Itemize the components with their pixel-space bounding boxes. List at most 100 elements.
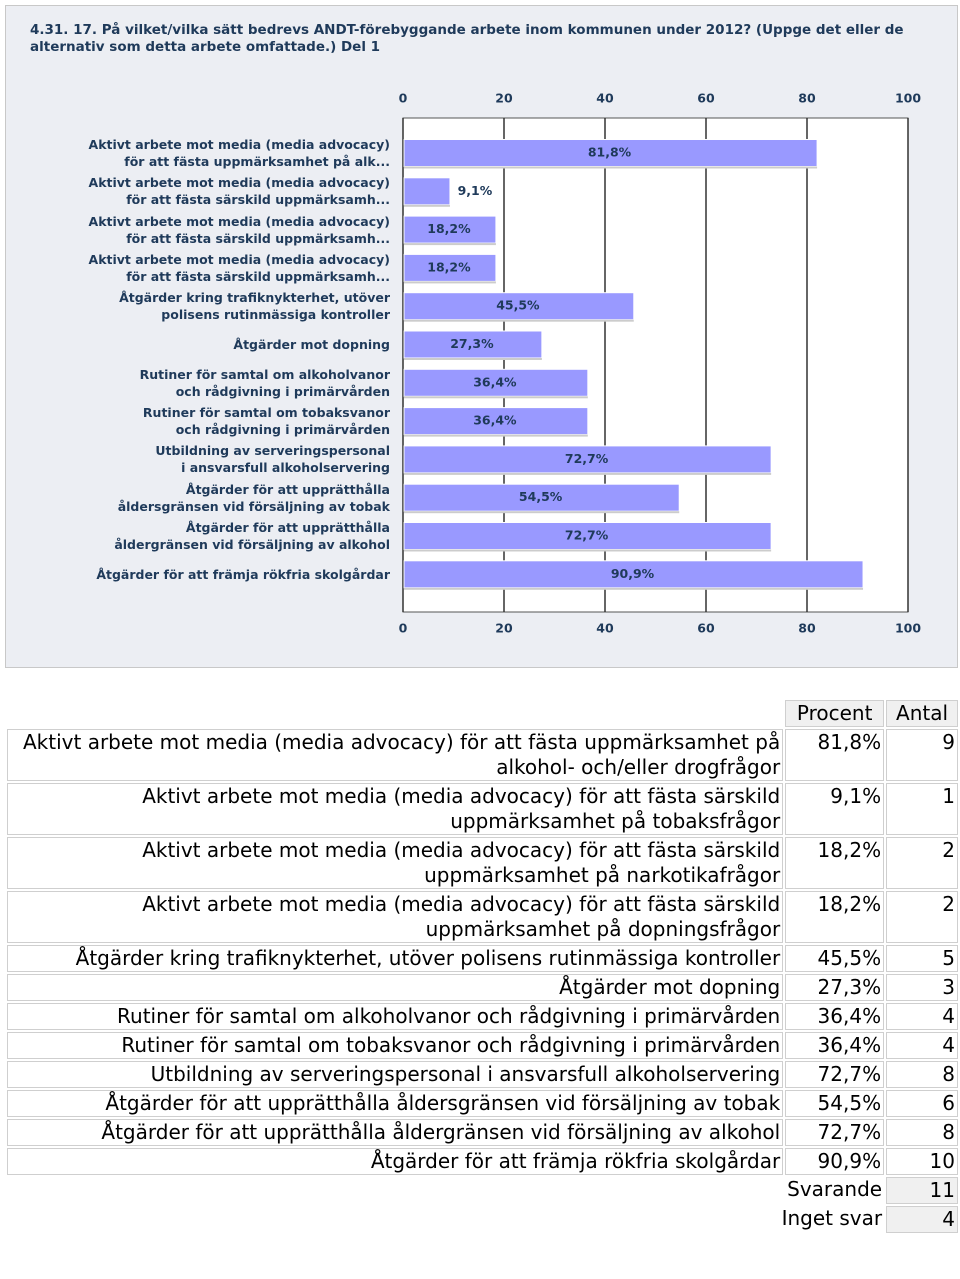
percent-cell: 54,5%: [785, 1090, 885, 1117]
table-row: Utbildning av serveringspersonal i ansva…: [7, 1061, 958, 1088]
row-label: Åtgärder för att upprätthålla åldersgrän…: [7, 1090, 784, 1117]
value-label: 27,3%: [450, 336, 494, 351]
value-label: 81,8%: [588, 145, 632, 160]
percent-cell: 36,4%: [785, 1003, 885, 1030]
count-cell: 10: [886, 1148, 958, 1175]
count-cell: 8: [886, 1061, 958, 1088]
category-label: Rutiner för samtal om tobaksvanor och rå…: [142, 405, 390, 438]
bar-shadow: [404, 434, 588, 437]
row-label: Aktivt arbete mot media (media advocacy)…: [7, 783, 784, 835]
table-row: Aktivt arbete mot media (media advocacy)…: [7, 891, 958, 943]
row-label: Åtgärder kring trafiknykterhet, utöver p…: [7, 945, 784, 972]
value-label: 36,4%: [473, 413, 517, 428]
x-tick-label: 40: [596, 91, 614, 106]
value-label: 18,2%: [427, 221, 471, 236]
footer-count: 4: [886, 1206, 958, 1233]
count-cell: 5: [886, 945, 958, 972]
table-row: Åtgärder för att upprätthålla åldergräns…: [7, 1119, 958, 1146]
table-row: Rutiner för samtal om tobaksvanor och rå…: [7, 1032, 958, 1059]
category-label: Utbildning av serveringspersonal i ansva…: [155, 443, 390, 476]
percent-cell: 81,8%: [785, 729, 885, 781]
category-label: Aktivt arbete mot media (media advocacy)…: [88, 251, 390, 284]
bar-shadow: [404, 204, 450, 207]
value-label: 72,7%: [565, 451, 609, 466]
category-label: Rutiner för samtal om alkoholvanor och r…: [139, 366, 390, 399]
category-label: Aktivt arbete mot media (media advocacy)…: [88, 175, 390, 208]
bar-shadow: [404, 319, 634, 322]
category-label: Åtgärder mot dopning: [233, 337, 390, 352]
x-tick-label: 40: [596, 621, 614, 636]
bar-shadow: [404, 472, 772, 475]
value-label: 18,2%: [427, 259, 471, 274]
row-label: Utbildning av serveringspersonal i ansva…: [7, 1061, 784, 1088]
table-row: Åtgärder för att främja rökfria skolgård…: [7, 1148, 958, 1175]
x-tick-label: 100: [895, 91, 921, 106]
x-tick-label: 20: [495, 621, 513, 636]
value-label: 72,7%: [565, 528, 609, 543]
header-row: Procent Antal: [7, 700, 958, 727]
x-tick-label: 0: [399, 91, 408, 106]
header-cell: Procent: [785, 700, 885, 727]
bar: [403, 330, 543, 359]
x-tick-label: 20: [495, 91, 513, 106]
row-label: Åtgärder mot dopning: [7, 974, 784, 1001]
percent-cell: 18,2%: [785, 891, 885, 943]
chart: 0 0 20 20 40 40 60 60 80 80 100 100 81,8% 9,1% 18,2% 18…: [399, 91, 922, 636]
value-label: 36,4%: [473, 374, 517, 389]
chart-title: 4.31. 17. På vilket/vilka sätt bedrevs A…: [30, 22, 904, 55]
count-cell: 9: [886, 729, 958, 781]
x-tick-label: 0: [399, 621, 408, 636]
percent-cell: 90,9%: [785, 1148, 885, 1175]
bar: [403, 407, 589, 436]
footer-count: 11: [886, 1177, 958, 1204]
bar: [403, 368, 589, 397]
count-cell: 6: [886, 1090, 958, 1117]
table-row: Aktivt arbete mot media (media advocacy)…: [7, 729, 958, 781]
spacer: [7, 700, 783, 727]
bar-shadow: [404, 281, 496, 284]
category-label: Aktivt arbete mot media (media advocacy)…: [88, 137, 390, 169]
count-cell: 4: [886, 1003, 958, 1030]
bar-shadow: [404, 549, 772, 552]
bar: [403, 445, 772, 474]
count-cell: 8: [886, 1119, 958, 1146]
bar-shadow: [404, 358, 542, 360]
table-row: Åtgärder mot dopning 27,3% 3: [7, 974, 958, 1001]
count-cell: 3: [886, 974, 958, 1001]
bar: [403, 483, 680, 512]
bar: [403, 177, 451, 206]
table-row: Aktivt arbete mot media (media advocacy)…: [7, 783, 958, 835]
footer-label: Svarande: [787, 1177, 883, 1201]
x-tick-label: 60: [697, 91, 715, 106]
percent-cell: 36,4%: [785, 1032, 885, 1059]
row-label: Aktivt arbete mot media (media advocacy)…: [7, 891, 784, 943]
value-label: 9,1%: [458, 183, 493, 198]
value-label: 45,5%: [496, 298, 540, 313]
header-cell: Antal: [886, 700, 958, 727]
percent-cell: 72,7%: [785, 1119, 885, 1146]
percent-cell: 45,5%: [785, 945, 885, 972]
bar-shadow: [404, 511, 680, 514]
data-table: Procent Antal Aktivt arbete mot media (med…: [5, 698, 960, 1235]
percent-cell: 18,2%: [785, 837, 885, 889]
bar-shadow: [404, 166, 818, 169]
bar: [403, 253, 497, 282]
x-tick-label: 80: [798, 91, 816, 106]
footer-row: Svarande 11: [7, 1177, 958, 1204]
count-cell: 2: [886, 891, 958, 943]
table-row: Rutiner för samtal om alkoholvanor och r…: [7, 1003, 958, 1030]
category-label: Åtgärder kring trafiknykterhet, utöver p…: [119, 290, 390, 323]
category-label: Åtgärder för att främja rökfria skolgård…: [96, 566, 390, 582]
category-label: Åtgärder för att upprätthålla åldersgrän…: [117, 481, 390, 514]
row-label: Rutiner för samtal om tobaksvanor och rå…: [7, 1032, 784, 1059]
bar-shadow: [404, 587, 864, 590]
percent-cell: 27,3%: [785, 974, 885, 1001]
bar-shadow: [404, 396, 588, 399]
footer-row: Inget svar 4: [7, 1206, 958, 1233]
bar: [403, 139, 818, 167]
bar-shadow: [404, 243, 496, 246]
category-label: Aktivt arbete mot media (media advocacy)…: [88, 213, 390, 246]
count-cell: 2: [886, 837, 958, 889]
row-label: Rutiner för samtal om alkoholvanor och r…: [7, 1003, 784, 1030]
table-row: Åtgärder kring trafiknykterhet, utöver p…: [7, 945, 958, 972]
